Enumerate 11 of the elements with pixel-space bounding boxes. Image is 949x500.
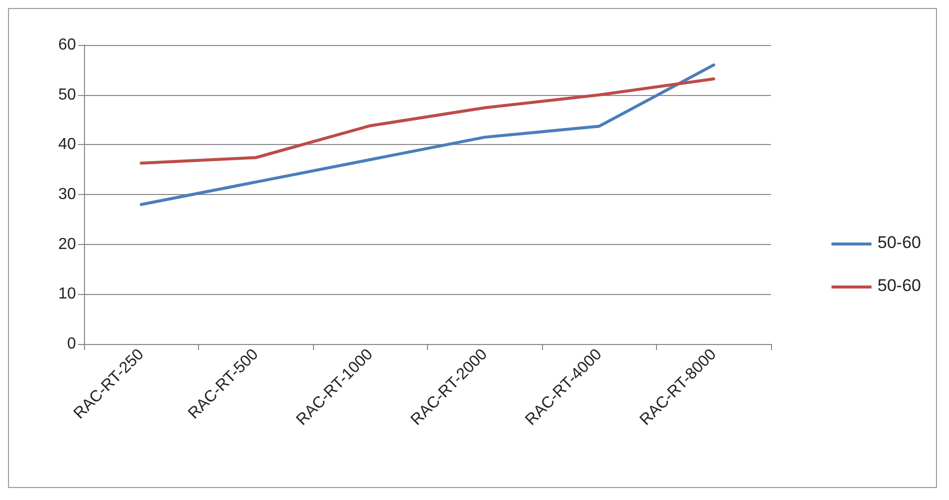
legend-label: 50-60: [878, 233, 921, 252]
y-tick-label: 20: [58, 236, 76, 253]
y-tick-label: 50: [58, 86, 76, 104]
line-series: [140, 63, 716, 206]
line-series: [140, 77, 716, 165]
y-tick-label: 30: [58, 186, 76, 203]
y-tick-label: 0: [67, 336, 76, 352]
y-tick-label: 40: [58, 136, 76, 154]
y-tick-label: 60: [58, 36, 76, 54]
legend-label: 50-60: [878, 276, 921, 295]
y-tick-label: 10: [58, 286, 76, 303]
